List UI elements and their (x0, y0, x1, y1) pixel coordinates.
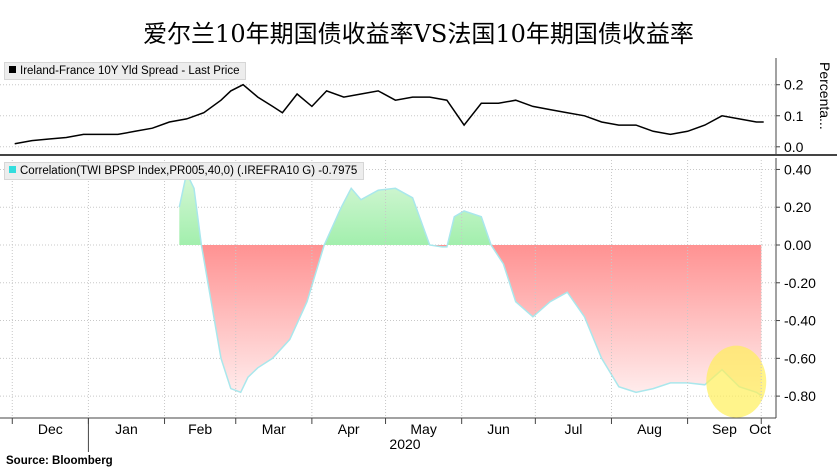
bottom-ytick-label: 0.40 (784, 161, 811, 177)
month-label: Sep (712, 421, 737, 437)
month-label: Dec (38, 421, 63, 437)
correlation-line (178, 170, 762, 397)
month-label: Oct (749, 421, 771, 437)
top-ytick-label: 0.2 (784, 77, 804, 93)
top-ytick-label: 0.0 (784, 139, 804, 155)
highlight-circle (706, 345, 767, 418)
bottom-ytick-label: 0.20 (784, 199, 811, 215)
source-note: Source: Bloomberg (6, 455, 113, 467)
bottom-ytick-label: -0.60 (784, 350, 816, 366)
correlation-negative-area (179, 245, 762, 396)
month-label: Feb (188, 421, 212, 437)
bottom-ytick-label: 0.00 (784, 237, 811, 253)
month-label: Apr (338, 421, 360, 437)
spread-legend: Ireland-France 10Y Yld Spread - Last Pri… (4, 62, 247, 80)
bottom-ytick-label: -0.20 (784, 275, 816, 291)
month-label: Aug (637, 421, 662, 437)
correlation-legend-label: Correlation(TWI BPSP Index,PR005,40,0) (… (20, 165, 358, 177)
month-label: May (410, 421, 436, 437)
spread-legend-label: Ireland-France 10Y Yld Spread - Last Pri… (20, 65, 240, 77)
month-label: Mar (262, 421, 286, 437)
chart-title: 爱尔兰10年期国债收益率VS法国10年期国债收益率 (143, 20, 694, 48)
top-ylabel: Percenta... (817, 62, 833, 130)
top-ytick-label: 0.1 (784, 108, 804, 124)
month-label: Jul (564, 421, 582, 437)
bottom-ytick-label: -0.80 (784, 388, 816, 404)
month-label: Jun (487, 421, 510, 437)
correlation-legend-swatch (9, 166, 16, 173)
spread-legend-swatch (9, 66, 16, 73)
spread-line (14, 83, 764, 145)
correlation-positive-area (179, 173, 762, 245)
year-label: 2020 (389, 436, 420, 452)
month-label: Jan (115, 421, 138, 437)
bottom-ytick-label: -0.40 (784, 313, 816, 329)
correlation-legend: Correlation(TWI BPSP Index,PR005,40,0) (… (4, 162, 365, 180)
